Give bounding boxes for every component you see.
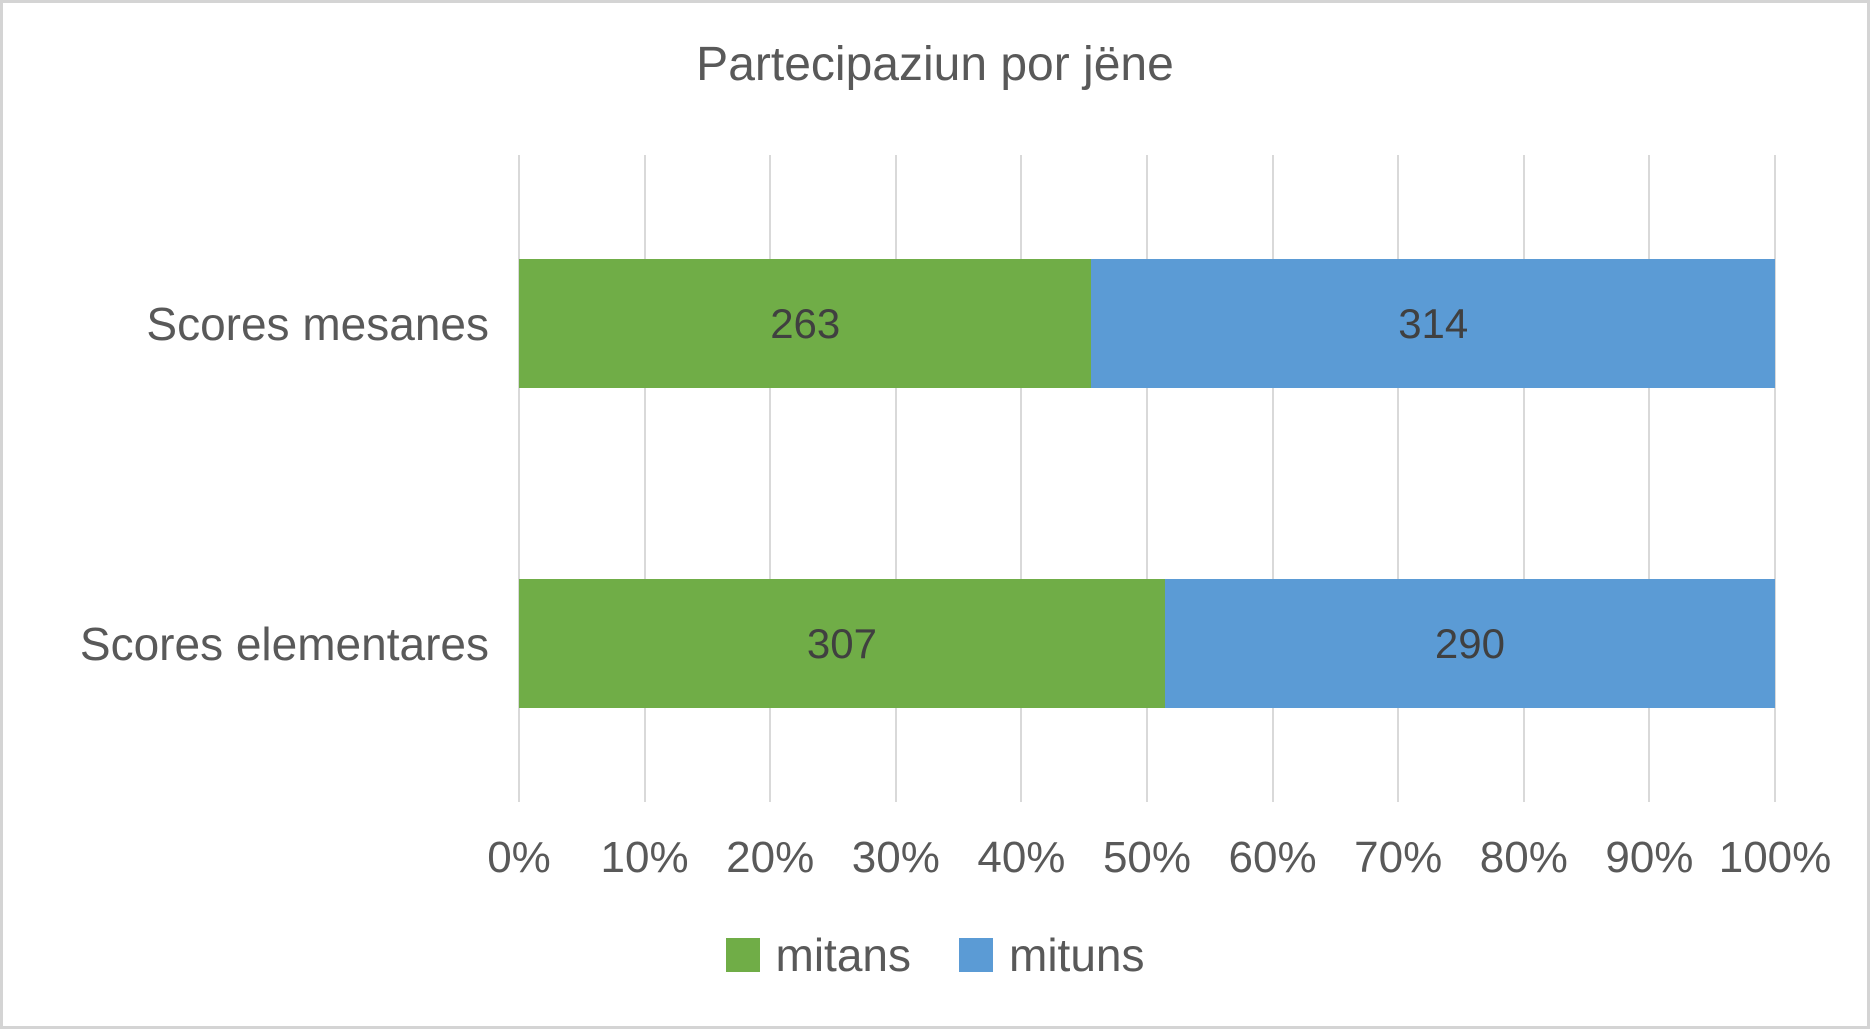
x-axis-tick-label: 60% [1228, 833, 1317, 882]
x-axis-tick-label: 90% [1605, 833, 1694, 882]
category-label: Scores elementares [79, 617, 489, 670]
data-label: 314 [1398, 299, 1469, 347]
legend-item-mituns: mituns [959, 928, 1144, 982]
gridline [1774, 155, 1776, 802]
x-axis-tick-label: 80% [1479, 833, 1568, 882]
plot-area: 263 314 307 290 [518, 155, 1776, 802]
x-axis-tick-label: 100% [1718, 833, 1832, 882]
gridline [769, 155, 772, 802]
bar-segment-mituns: 290 [1164, 579, 1775, 708]
bar-segment-mitans: 263 [519, 259, 1092, 388]
legend-item-mitans: mitans [725, 928, 911, 982]
gridline [1020, 155, 1023, 802]
data-label: 290 [1434, 619, 1505, 667]
x-axis: 0% 10% 20% 30% 40% 50% 60% 70% 80% 90% 100% [487, 833, 1831, 883]
chart-title: Partecipaziun por jëne [696, 38, 1174, 91]
data-label: 263 [770, 299, 841, 347]
legend: mitans mituns [3, 925, 1867, 985]
gridline [1397, 155, 1400, 802]
x-axis-tick-label: 50% [1102, 833, 1192, 882]
x-axis-tick-label: 20% [726, 833, 815, 882]
x-axis-tick-label: 30% [851, 833, 940, 882]
category-label: Scores mesanes [146, 297, 489, 350]
bar-segment-mitans: 307 [519, 579, 1165, 708]
gridline [1146, 155, 1148, 802]
legend-swatch-mituns [959, 938, 993, 972]
x-axis-tick-label: 40% [977, 833, 1066, 882]
x-axis-tick-label: 0% [487, 833, 551, 882]
gridline [894, 155, 897, 802]
y-axis-line [518, 155, 520, 802]
gridline [643, 155, 646, 802]
legend-label: mituns [1009, 929, 1145, 981]
legend-label: mitans [775, 929, 911, 981]
gridline [1522, 155, 1525, 802]
gridline [1648, 155, 1651, 802]
bar-segment-mituns: 314 [1091, 259, 1775, 388]
x-axis-tick-label: 10% [600, 833, 689, 882]
category-axis: Scores mesanes Scores elementares [3, 3, 505, 1026]
legend-swatch-mitans [725, 938, 760, 972]
data-label: 307 [806, 619, 877, 667]
x-axis-tick-label: 70% [1354, 833, 1443, 882]
gridline [1271, 155, 1274, 802]
